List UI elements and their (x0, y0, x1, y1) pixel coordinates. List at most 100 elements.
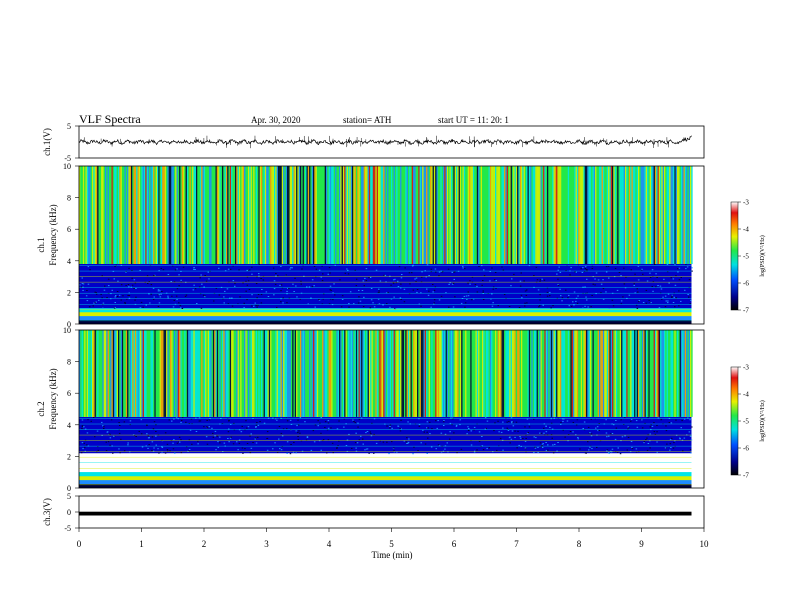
spectrogram-speckle (426, 427, 428, 429)
spectrogram-column (250, 166, 252, 264)
spectrogram-column (614, 166, 616, 264)
spectrogram-speckle (355, 278, 358, 280)
spectrogram-column (227, 330, 229, 417)
spectrogram-speckle (327, 273, 329, 275)
spectrogram-speckle (255, 283, 258, 284)
spectrogram-column (478, 166, 480, 264)
spectrogram-speckle (440, 432, 443, 434)
spectrogram-column (588, 166, 590, 264)
spectrogram-speckle (289, 419, 292, 421)
spectrogram-speckle (228, 441, 230, 443)
spectrogram-column (677, 166, 679, 264)
spectrogram-column (303, 166, 306, 264)
spectrogram-speckle (343, 426, 345, 428)
spectrogram-speckle (636, 426, 639, 428)
spectrogram-column (157, 330, 159, 417)
spectrogram-speckle (86, 290, 88, 291)
spectrogram-speckle (290, 267, 292, 269)
spectrogram-speckle (95, 292, 97, 293)
spectrogram-column (544, 330, 546, 417)
spectrogram-column (690, 330, 692, 417)
spectrogram-speckle (436, 427, 438, 429)
spectrogram-speckle (473, 426, 476, 428)
spectrogram-column (348, 330, 350, 417)
spectrogram-speckle (215, 287, 218, 289)
spectrogram-speckle (81, 277, 83, 279)
colorbar-tick-label: -6 (743, 445, 749, 453)
spectrogram-column (383, 330, 385, 417)
spectrogram-speckle (645, 439, 647, 441)
spectrogram-column (682, 166, 684, 264)
spectrogram-column (488, 166, 490, 264)
spectrogram-speckle (643, 441, 646, 443)
spectrogram-speckle (412, 453, 414, 455)
spectrogram-speckle (146, 424, 148, 426)
spectrogram-speckle (288, 297, 291, 299)
freq-tick-label: 10 (63, 326, 71, 335)
spectrogram-column (259, 166, 262, 264)
spectrogram-speckle (422, 429, 424, 431)
spectrogram-column (127, 166, 129, 264)
spectrogram-speckle (320, 449, 322, 451)
spectrogram-speckle (586, 278, 588, 280)
spectrogram-speckle (82, 289, 84, 291)
spectrogram-speckle (646, 280, 649, 282)
spectrogram-speckle (176, 442, 179, 444)
spectrogram-speckle (429, 421, 431, 423)
spectrogram-speckle (434, 268, 437, 270)
spectrogram-speckle (157, 305, 160, 307)
spectrogram-speckle (109, 433, 111, 435)
spectrogram-column (631, 166, 633, 264)
spectrogram-speckle (256, 297, 258, 299)
spectrogram-speckle (549, 295, 551, 297)
spectrogram-column (441, 166, 444, 264)
freq-tick-label: 8 (67, 194, 71, 203)
ch1-y-ticks: 5-5 (64, 122, 79, 163)
spectrogram-column (177, 330, 180, 417)
spectrogram-column (120, 166, 122, 264)
spectrogram-speckle (115, 295, 117, 297)
spectrogram-speckle (691, 267, 693, 269)
spectrogram-column (107, 166, 109, 264)
y-tick-label: 0 (67, 508, 71, 517)
spectrogram-column (424, 330, 427, 417)
spectrogram-column (478, 330, 480, 417)
spectrogram-speckle (509, 436, 511, 438)
spectrogram-speckle (533, 451, 535, 453)
spectrogram-speckle (180, 279, 182, 281)
spectrogram-speckle (399, 430, 402, 432)
spectrogram-column (183, 330, 185, 417)
spectrogram-speckle (101, 275, 103, 277)
spectrogram-speckle (427, 427, 429, 429)
spectrogram-speckle (626, 297, 628, 299)
spectrogram-speckle (81, 283, 84, 285)
spectrogram-speckle (290, 424, 293, 425)
spectrogram-speckle (317, 425, 319, 427)
spectrogram-speckle (526, 418, 529, 420)
spectrogram-column (463, 166, 466, 264)
spectrogram-column (319, 330, 321, 417)
spectrogram-speckle (539, 432, 541, 434)
spectrogram-speckle (556, 297, 559, 299)
spectrogram-speckle (167, 274, 170, 275)
spectrogram-column (479, 166, 481, 264)
spectrogram-speckle (495, 280, 497, 282)
spectrogram-column (437, 166, 440, 264)
freq-tick-label: 2 (67, 288, 71, 297)
ch2-spectrogram-frame (78, 329, 705, 489)
spectrogram-speckle (684, 289, 686, 291)
spectrogram-speckle (624, 435, 626, 437)
spectrogram-column (456, 166, 458, 264)
spectrogram-speckle (643, 442, 645, 444)
spectrogram-column (535, 166, 537, 264)
spectrogram-speckle (618, 272, 621, 273)
spectrogram-speckle (545, 442, 547, 443)
spectrogram-column (366, 166, 368, 264)
spectrogram-speckle (471, 276, 474, 278)
spectrogram-column (355, 166, 358, 264)
spectrogram-column (509, 330, 511, 417)
spectrogram-column (539, 166, 541, 264)
spectrogram-speckle (597, 279, 600, 281)
spectrogram-speckle (400, 428, 402, 430)
spectrogram-speckle (451, 417, 454, 419)
